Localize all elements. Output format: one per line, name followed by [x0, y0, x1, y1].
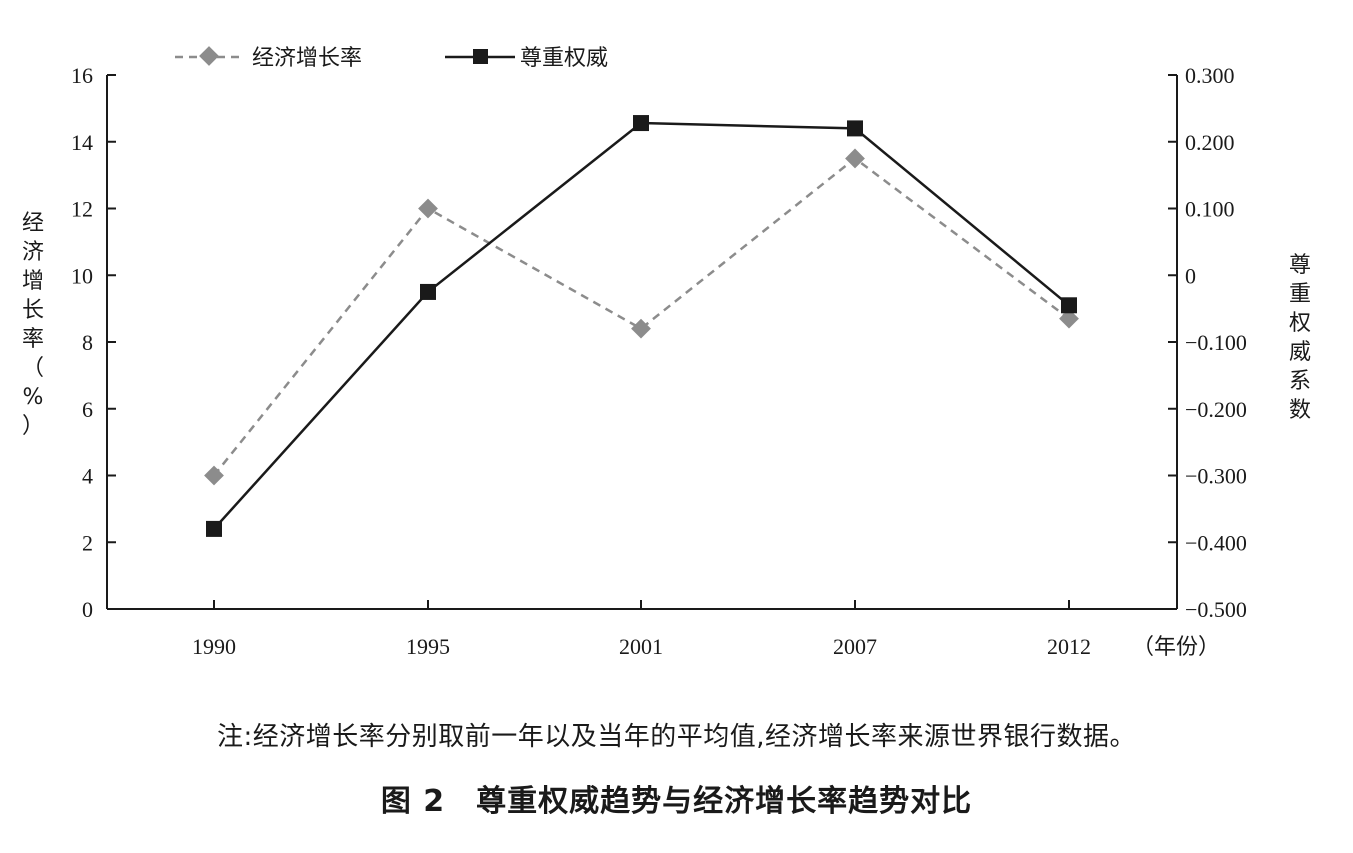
- y-left-tick-label: 14: [71, 130, 93, 155]
- y-left-tick-label: 16: [71, 63, 93, 88]
- series-authority: [206, 115, 1077, 537]
- y-left-axis-title: 经济增长率（%）: [22, 211, 44, 439]
- y-left-tick-label: 6: [82, 397, 93, 422]
- growth-point: [845, 148, 865, 169]
- y-right-tick-label: −0.200: [1185, 397, 1247, 422]
- x-tick-label: 2012: [1047, 634, 1091, 659]
- y-right-axis-title: 尊重权威系数: [1289, 253, 1311, 423]
- y-left-tick-label: 12: [71, 197, 93, 222]
- y-left-tick-label: 10: [71, 263, 93, 288]
- y-right-tick-label: −0.400: [1185, 530, 1247, 555]
- series-growth: [204, 148, 1079, 486]
- authority-point: [633, 115, 649, 132]
- growth-line: [213, 156, 1070, 477]
- right-axis-ticks: −0.500 −0.400 −0.300 −0.200 −0.100 0 0.100 0.20…: [1168, 63, 1247, 622]
- authority-point: [206, 520, 222, 537]
- growth-point: [1059, 308, 1079, 329]
- y-left-tick-label: 4: [82, 464, 93, 489]
- authority-point: [1061, 297, 1077, 314]
- legend: 经济增长率 尊重权威: [175, 46, 608, 71]
- y-right-tick-label: 0.200: [1185, 130, 1235, 155]
- y-left-tick-label: 8: [82, 330, 93, 355]
- legend-marker-authority: [473, 49, 488, 64]
- growth-point: [631, 318, 651, 339]
- x-unit-label: （年份）: [1132, 634, 1220, 659]
- growth-point: [418, 198, 438, 219]
- authority-point: [420, 283, 436, 300]
- x-tick-label: 1990: [192, 634, 236, 659]
- axes: [106, 75, 1178, 610]
- y-right-tick-label: −0.100: [1185, 330, 1247, 355]
- y-right-tick-label: 0.300: [1185, 63, 1235, 88]
- legend-label-growth: 经济增长率: [252, 46, 362, 71]
- x-axis-ticks: 1990 1995 2001 2007 2012: [192, 600, 1091, 659]
- chart-note: 注:经济增长率分别取前一年以及当年的平均值,经济增长率来源世界银行数据。: [216, 722, 1137, 752]
- y-right-tick-label: 0.100: [1185, 197, 1235, 222]
- left-axis-ticks: 0 2 4 6 8 10 12 14 16: [71, 63, 116, 622]
- authority-point: [847, 120, 863, 137]
- legend-label-authority: 尊重权威: [520, 46, 608, 71]
- x-tick-label: 1995: [406, 634, 450, 659]
- x-tick-label: 2001: [619, 634, 663, 659]
- y-left-tick-label: 0: [82, 597, 93, 622]
- y-right-tick-label: −0.300: [1185, 464, 1247, 489]
- legend-marker-growth: [199, 46, 219, 66]
- y-left-tick-label: 2: [82, 530, 93, 555]
- figure-caption: 图 2 尊重权威趋势与经济增长率趋势对比: [380, 784, 973, 819]
- x-tick-label: 2007: [833, 634, 877, 659]
- y-right-tick-label: 0: [1185, 263, 1196, 288]
- y-right-tick-label: −0.500: [1185, 597, 1247, 622]
- growth-point: [204, 465, 224, 486]
